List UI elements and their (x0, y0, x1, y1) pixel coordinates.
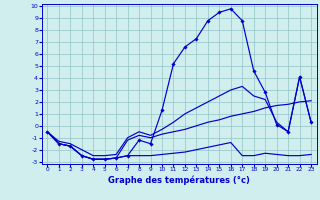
X-axis label: Graphe des températures (°c): Graphe des températures (°c) (108, 175, 250, 185)
